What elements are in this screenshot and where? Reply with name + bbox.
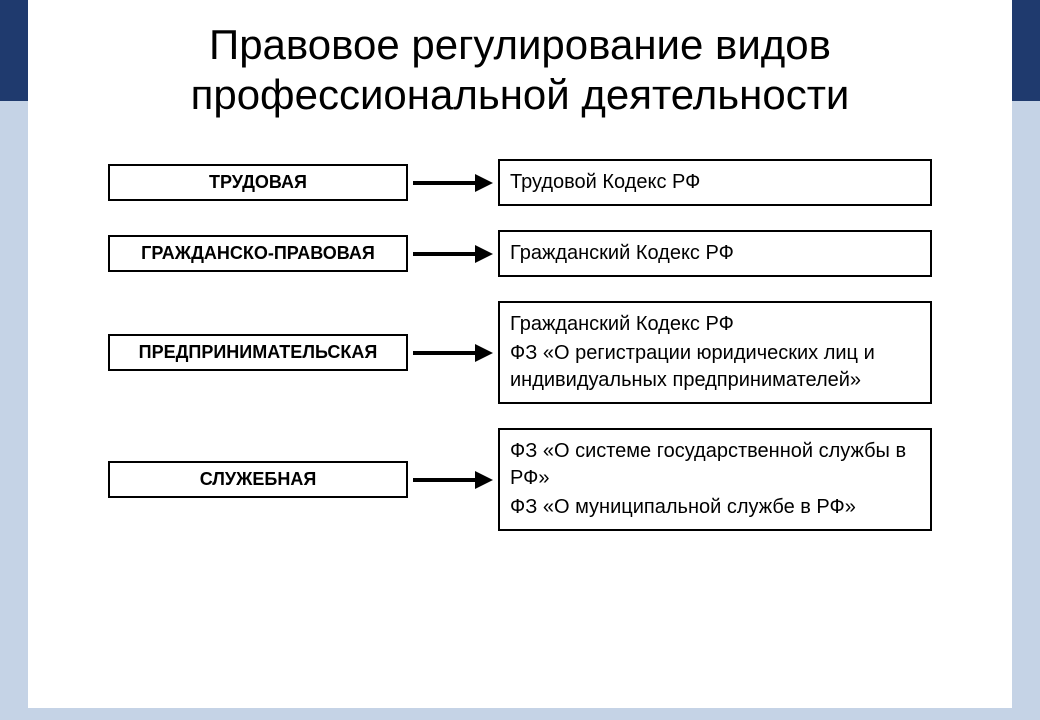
law-text: Трудовой Кодекс РФ <box>510 169 920 196</box>
law-box: Гражданский Кодекс РФ <box>498 230 932 277</box>
law-box: Гражданский Кодекс РФ ФЗ «О регистрации … <box>498 301 932 404</box>
diagram-rows: ТРУДОВАЯ Трудовой Кодекс РФ ГРАЖДАНСКО-П… <box>68 159 972 531</box>
diagram-row: ПРЕДПРИНИМАТЕЛЬСКАЯ Гражданский Кодекс Р… <box>108 301 932 404</box>
slide: Правовое регулирование видов профессиона… <box>28 0 1012 708</box>
diagram-row: СЛУЖЕБНАЯ ФЗ «О системе государственной … <box>108 428 932 531</box>
arrow-icon <box>408 244 498 264</box>
category-box: СЛУЖЕБНАЯ <box>108 461 408 498</box>
category-box: ПРЕДПРИНИМАТЕЛЬСКАЯ <box>108 334 408 371</box>
arrow-icon <box>408 173 498 193</box>
arrow-icon <box>408 470 498 490</box>
diagram-row: ГРАЖДАНСКО-ПРАВОВАЯ Гражданский Кодекс Р… <box>108 230 932 277</box>
slide-title: Правовое регулирование видов профессиона… <box>68 20 972 119</box>
category-box: ТРУДОВАЯ <box>108 164 408 201</box>
category-box: ГРАЖДАНСКО-ПРАВОВАЯ <box>108 235 408 272</box>
diagram-row: ТРУДОВАЯ Трудовой Кодекс РФ <box>108 159 932 206</box>
law-text: ФЗ «О муниципальной службе в РФ» <box>510 494 920 521</box>
law-text: ФЗ «О регистрации юридических лиц и инди… <box>510 340 920 394</box>
law-box: ФЗ «О системе государственной службы в Р… <box>498 428 932 531</box>
law-box: Трудовой Кодекс РФ <box>498 159 932 206</box>
law-text: ФЗ «О системе государственной службы в Р… <box>510 438 920 492</box>
law-text: Гражданский Кодекс РФ <box>510 240 920 267</box>
law-text: Гражданский Кодекс РФ <box>510 311 920 338</box>
arrow-icon <box>408 343 498 363</box>
